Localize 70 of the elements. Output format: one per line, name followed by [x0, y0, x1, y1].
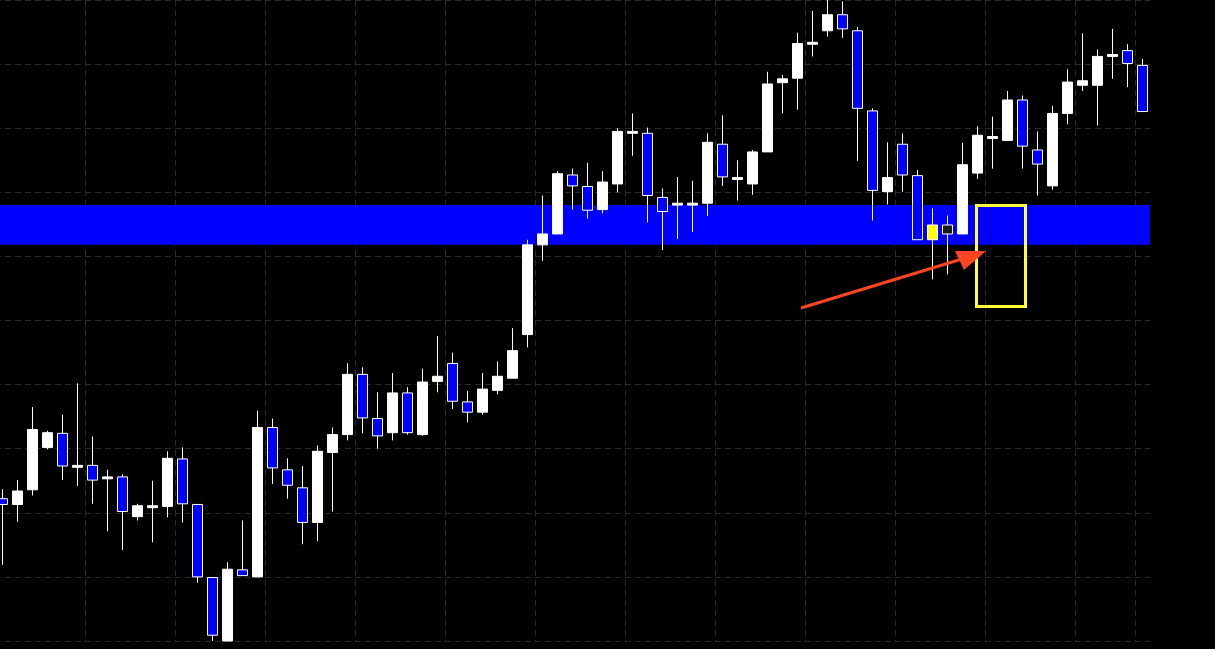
candlestick — [536, 195, 548, 262]
candlestick — [791, 32, 803, 111]
candlestick — [116, 473, 128, 551]
candlestick — [521, 239, 533, 348]
candlestick — [11, 479, 23, 523]
candlestick — [1001, 90, 1013, 141]
candlestick — [41, 430, 53, 450]
candlestick — [26, 406, 38, 496]
candlestick — [56, 414, 68, 481]
candlestick — [1046, 105, 1058, 191]
candlestick — [881, 141, 893, 205]
candlestick — [281, 457, 293, 500]
candlestick — [941, 214, 953, 275]
candlestick — [1106, 28, 1118, 80]
candlestick — [1031, 130, 1043, 197]
candlestick — [71, 382, 83, 487]
candlestick — [1016, 95, 1028, 170]
candlestick — [206, 577, 218, 642]
candlestick — [251, 410, 263, 578]
candlestick — [1076, 32, 1088, 92]
candlestick — [836, 0, 848, 39]
candlestick — [296, 465, 308, 545]
candlestick — [161, 450, 173, 518]
candlestick — [1136, 58, 1148, 113]
candlestick — [266, 418, 278, 485]
candlestick — [86, 436, 98, 505]
candlestick — [371, 391, 383, 450]
candlestick — [926, 207, 938, 280]
candlestick — [626, 112, 638, 157]
candlestick — [431, 335, 443, 393]
candlestick — [671, 176, 683, 240]
candlestick — [416, 368, 428, 437]
candlestick — [956, 142, 968, 235]
candlestick — [821, 0, 833, 38]
candlestick — [1121, 43, 1133, 88]
candlestick — [326, 427, 338, 513]
candlestick — [191, 503, 203, 584]
candlestick — [686, 180, 698, 233]
candlestick — [386, 372, 398, 441]
candlestick — [341, 362, 353, 441]
candlestick — [971, 125, 983, 180]
candlestick — [806, 10, 818, 57]
candlestick — [746, 149, 758, 196]
candlestick — [761, 71, 773, 153]
candlestick — [476, 372, 488, 416]
candlestick — [401, 386, 413, 436]
candlestick — [716, 114, 728, 187]
candlestick — [236, 519, 248, 577]
candlestick — [131, 503, 143, 521]
candlestick — [506, 327, 518, 379]
candlestick — [461, 390, 473, 423]
candlestick — [896, 132, 908, 193]
candlestick — [611, 127, 623, 193]
candlestick — [776, 74, 788, 114]
candlestick — [101, 469, 113, 532]
candlestick — [596, 170, 608, 214]
candlestick — [701, 132, 713, 217]
candlestick — [491, 361, 503, 395]
candlestick — [221, 561, 233, 642]
candlestick — [731, 159, 743, 202]
candlestick — [986, 116, 998, 170]
candlestick — [851, 26, 863, 162]
candlestick — [176, 446, 188, 523]
candlestick — [356, 366, 368, 434]
candlestick — [446, 352, 458, 410]
candlestick — [146, 480, 158, 543]
candlestick — [551, 170, 563, 235]
candlestick — [311, 445, 323, 542]
candlestick — [1061, 68, 1073, 125]
candlestick — [1091, 48, 1103, 127]
